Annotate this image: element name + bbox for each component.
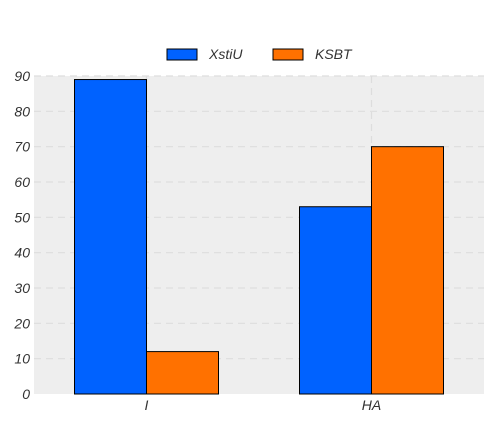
legend-swatch <box>273 49 303 60</box>
y-tick-label: 60 <box>14 174 30 190</box>
bar-KSBT-I <box>147 352 219 394</box>
legend-label: XstiU <box>208 46 243 62</box>
chart-legend: XstiU KSBT <box>167 46 353 62</box>
y-tick-label: 80 <box>14 103 30 119</box>
y-tick-label: 20 <box>13 315 30 331</box>
y-tick-label: 70 <box>14 139 30 155</box>
x-tick-label: HA <box>362 397 381 413</box>
y-tick-label: 0 <box>22 386 30 402</box>
legend-label: KSBT <box>315 46 353 62</box>
x-tick-label: I <box>145 397 149 413</box>
y-tick-label: 40 <box>14 245 30 261</box>
legend-swatch <box>167 49 197 60</box>
bar-KSBT-HA <box>372 147 444 394</box>
bar-XstiU-HA <box>300 207 372 394</box>
y-tick-label: 30 <box>14 280 30 296</box>
y-tick-label: 90 <box>14 68 30 84</box>
y-tick-label: 50 <box>14 209 30 225</box>
bar-XstiU-I <box>75 80 147 394</box>
y-tick-label: 10 <box>14 351 30 367</box>
